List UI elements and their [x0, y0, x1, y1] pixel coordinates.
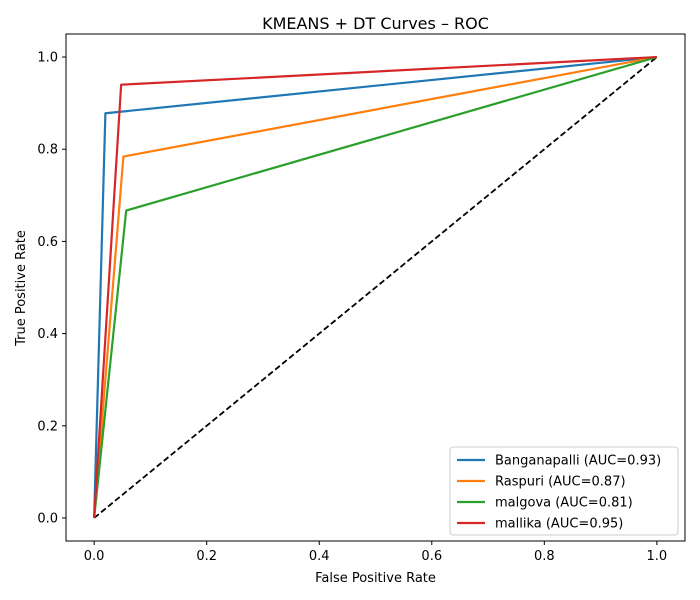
series-line-0 [93, 55, 657, 518]
x-tick-label: 0.6 [421, 549, 442, 564]
legend-box [449, 446, 679, 536]
series-line-3 [93, 55, 657, 519]
x-tick-label: 1.0 [647, 549, 668, 564]
series-line-1 [93, 55, 658, 519]
x-tick-label: 0.8 [534, 549, 555, 564]
y-tick-label: 0.8 [37, 143, 58, 158]
x-tick-label: 0.4 [309, 549, 330, 564]
legend-label-0: Banganapalli (AUC=0.93) [495, 454, 661, 469]
chart-title: KMEANS + DT Curves – ROC [262, 14, 489, 33]
y-tick-label: 0.2 [37, 419, 58, 434]
legend-label-1: Raspuri (AUC=0.87) [495, 475, 626, 490]
y-tick-label: 1.0 [37, 51, 58, 66]
x-axis-label: False Positive Rate [315, 571, 436, 586]
reference-diagonal-line [93, 56, 658, 519]
y-tick-label: 0.6 [37, 235, 58, 250]
series-line-2 [93, 55, 658, 519]
y-tick-label: 0.4 [37, 327, 58, 342]
x-tick-label: 0.0 [84, 549, 105, 564]
plot-area-frame [65, 33, 686, 542]
legend-label-2: malgova (AUC=0.81) [495, 496, 633, 511]
legend: Banganapalli (AUC=0.93) Raspuri (AUC=0.87… [449, 446, 679, 536]
y-axis-label: True Positive Rate [14, 230, 29, 347]
x-tick-label: 0.2 [196, 549, 217, 564]
legend-label-3: mallika (AUC=0.95) [495, 517, 623, 532]
y-tick-label: 0.0 [37, 511, 58, 526]
